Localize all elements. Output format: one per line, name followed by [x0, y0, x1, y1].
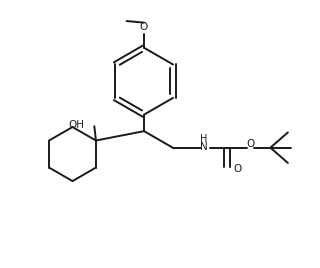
- Text: OH: OH: [68, 120, 84, 130]
- Text: O: O: [246, 140, 254, 150]
- Text: O: O: [139, 23, 147, 32]
- Text: O: O: [234, 164, 242, 174]
- Text: H: H: [200, 134, 208, 144]
- Text: N: N: [200, 142, 208, 152]
